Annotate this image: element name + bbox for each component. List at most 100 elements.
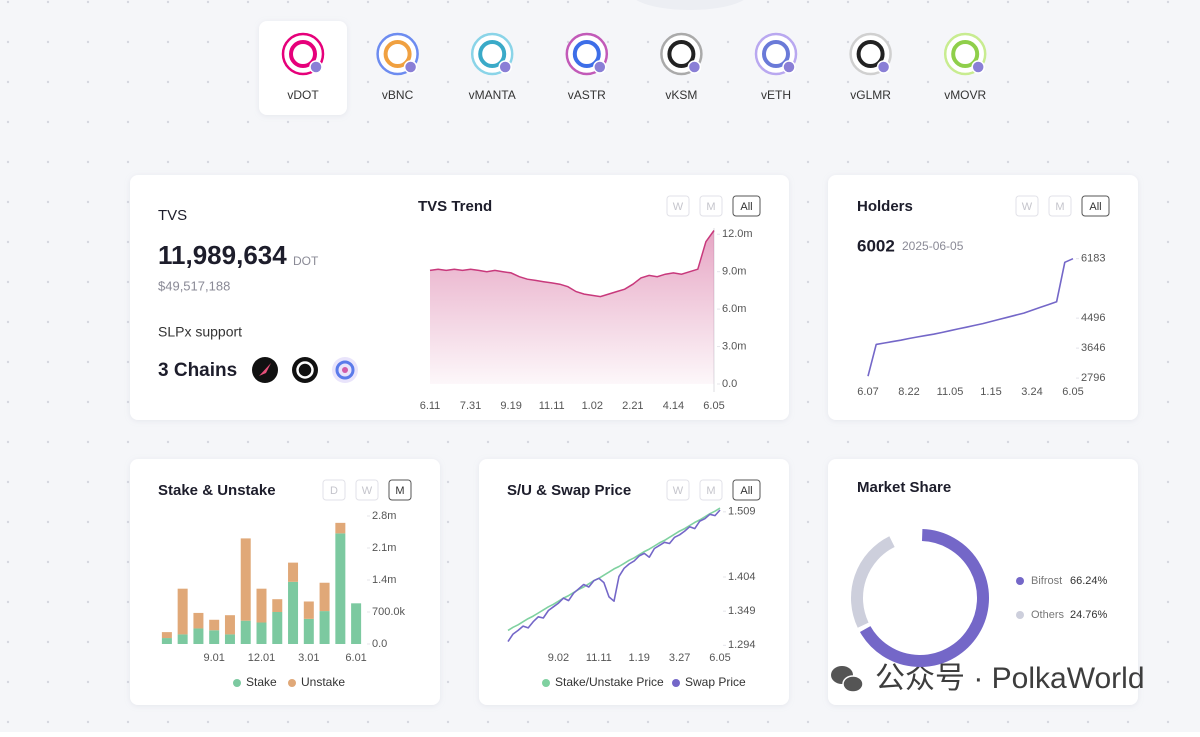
period-button[interactable] xyxy=(322,479,346,501)
chain-icons xyxy=(252,357,358,383)
bar xyxy=(272,599,283,612)
token[interactable]: vBNC xyxy=(376,32,419,102)
token-label: vMOVR xyxy=(944,88,986,102)
bar xyxy=(161,638,172,644)
x-tick-label: 1.19 xyxy=(629,652,650,664)
token-icon-inner xyxy=(383,40,412,68)
token-icon-inner xyxy=(667,40,696,68)
bar xyxy=(351,603,362,644)
period-button[interactable] xyxy=(666,195,690,217)
bar xyxy=(209,619,220,631)
period-button[interactable] xyxy=(699,479,723,501)
period-button[interactable] xyxy=(666,479,690,501)
legend-swatch xyxy=(672,679,680,687)
area-line xyxy=(429,230,715,298)
period-button-label: M xyxy=(1055,201,1064,213)
token-icon-badge xyxy=(309,60,323,74)
x-tick-label: 6.11 xyxy=(420,400,441,412)
bar xyxy=(240,620,251,644)
tvs-label: TVS xyxy=(158,207,187,224)
stake-card xyxy=(130,459,440,705)
bar xyxy=(335,522,346,534)
chain-icon-mark xyxy=(342,367,348,373)
watermark-icon xyxy=(831,666,864,693)
token[interactable]: vKSM xyxy=(660,32,703,102)
chains-count: 3 Chains xyxy=(158,360,237,381)
token[interactable]: vDOT xyxy=(281,32,325,102)
period-button-label: All xyxy=(740,201,752,213)
bar xyxy=(272,612,283,644)
bar xyxy=(288,581,299,644)
y-tick-label: 9.0m xyxy=(722,266,746,278)
bar xyxy=(177,588,188,635)
token-icon-badge xyxy=(876,60,891,74)
token-icon-inner xyxy=(289,40,317,68)
x-tick-label: 6.01 xyxy=(345,652,366,664)
y-tick-label: 3646 xyxy=(1081,342,1105,354)
x-tick-label: 3.27 xyxy=(669,652,690,664)
chart-title: Holders xyxy=(857,198,913,215)
token-icon-badge xyxy=(782,60,796,74)
top-glow xyxy=(636,0,744,10)
legend-label: Unstake xyxy=(301,675,345,689)
tvs-usd: $49,517,188 xyxy=(158,278,230,293)
token[interactable]: vASTR xyxy=(565,32,609,102)
period-button[interactable] xyxy=(699,195,723,217)
token-icon-badge xyxy=(498,60,512,74)
y-tick-label: 0.0 xyxy=(722,378,737,390)
y-tick-label: 700.0k xyxy=(372,606,406,618)
y-tick-label: 1.404 xyxy=(728,571,756,583)
slpx-label: SLPx support xyxy=(158,324,242,340)
token[interactable]: vETH xyxy=(754,32,798,102)
period-button-label: M xyxy=(706,201,715,213)
token[interactable]: vGLMR xyxy=(849,32,892,102)
bar xyxy=(319,582,330,612)
token[interactable]: vMOVR xyxy=(943,32,987,102)
period-button[interactable] xyxy=(388,479,412,501)
period-button[interactable] xyxy=(1081,195,1110,217)
y-tick-label: 12.0m xyxy=(722,228,753,240)
y-tick-label: 4496 xyxy=(1081,312,1105,324)
donut-segment xyxy=(851,536,895,628)
y-tick-label: 1.349 xyxy=(728,605,756,617)
token-icon-inner xyxy=(478,40,507,68)
bar xyxy=(256,588,267,623)
holders-date: 2025-06-05 xyxy=(902,239,964,253)
legend-value: 66.24% xyxy=(1070,575,1108,587)
period-button[interactable] xyxy=(732,195,761,217)
token-label: vBNC xyxy=(382,88,414,102)
period-button-label: All xyxy=(740,485,752,497)
tvs-unit: DOT xyxy=(293,254,319,268)
chart-title: TVS Trend xyxy=(418,198,492,215)
token-label: vETH xyxy=(761,88,791,102)
y-tick-label: 2.1m xyxy=(372,542,396,554)
area-fill xyxy=(430,230,714,384)
legend-swatch xyxy=(288,679,296,687)
period-button-label: All xyxy=(1089,201,1101,213)
y-tick-label: 3.0m xyxy=(722,340,746,352)
period-button[interactable] xyxy=(1015,195,1039,217)
x-tick-label: 6.05 xyxy=(1062,386,1083,398)
bar xyxy=(240,538,251,621)
period-button[interactable] xyxy=(732,479,761,501)
x-tick-label: 1.15 xyxy=(980,386,1001,398)
line xyxy=(867,257,1074,377)
cards xyxy=(130,175,1138,705)
x-tick-label: 2.21 xyxy=(622,400,643,412)
period-button[interactable] xyxy=(1048,195,1072,217)
chart-title: Stake & Unstake xyxy=(158,482,276,499)
token-icon-inner xyxy=(856,40,885,68)
token-icon-badge xyxy=(971,60,985,74)
period-button[interactable] xyxy=(355,479,379,501)
x-tick-label: 12.01 xyxy=(248,652,276,664)
token-label: vGLMR xyxy=(850,88,891,102)
y-tick-label: 2796 xyxy=(1081,372,1105,384)
period-button-label: M xyxy=(395,485,404,497)
token-icon-inner xyxy=(951,40,980,68)
y-tick-label: 1.294 xyxy=(728,639,756,651)
bar xyxy=(335,533,346,644)
bar xyxy=(319,611,330,644)
token[interactable]: vMANTA xyxy=(469,32,516,102)
